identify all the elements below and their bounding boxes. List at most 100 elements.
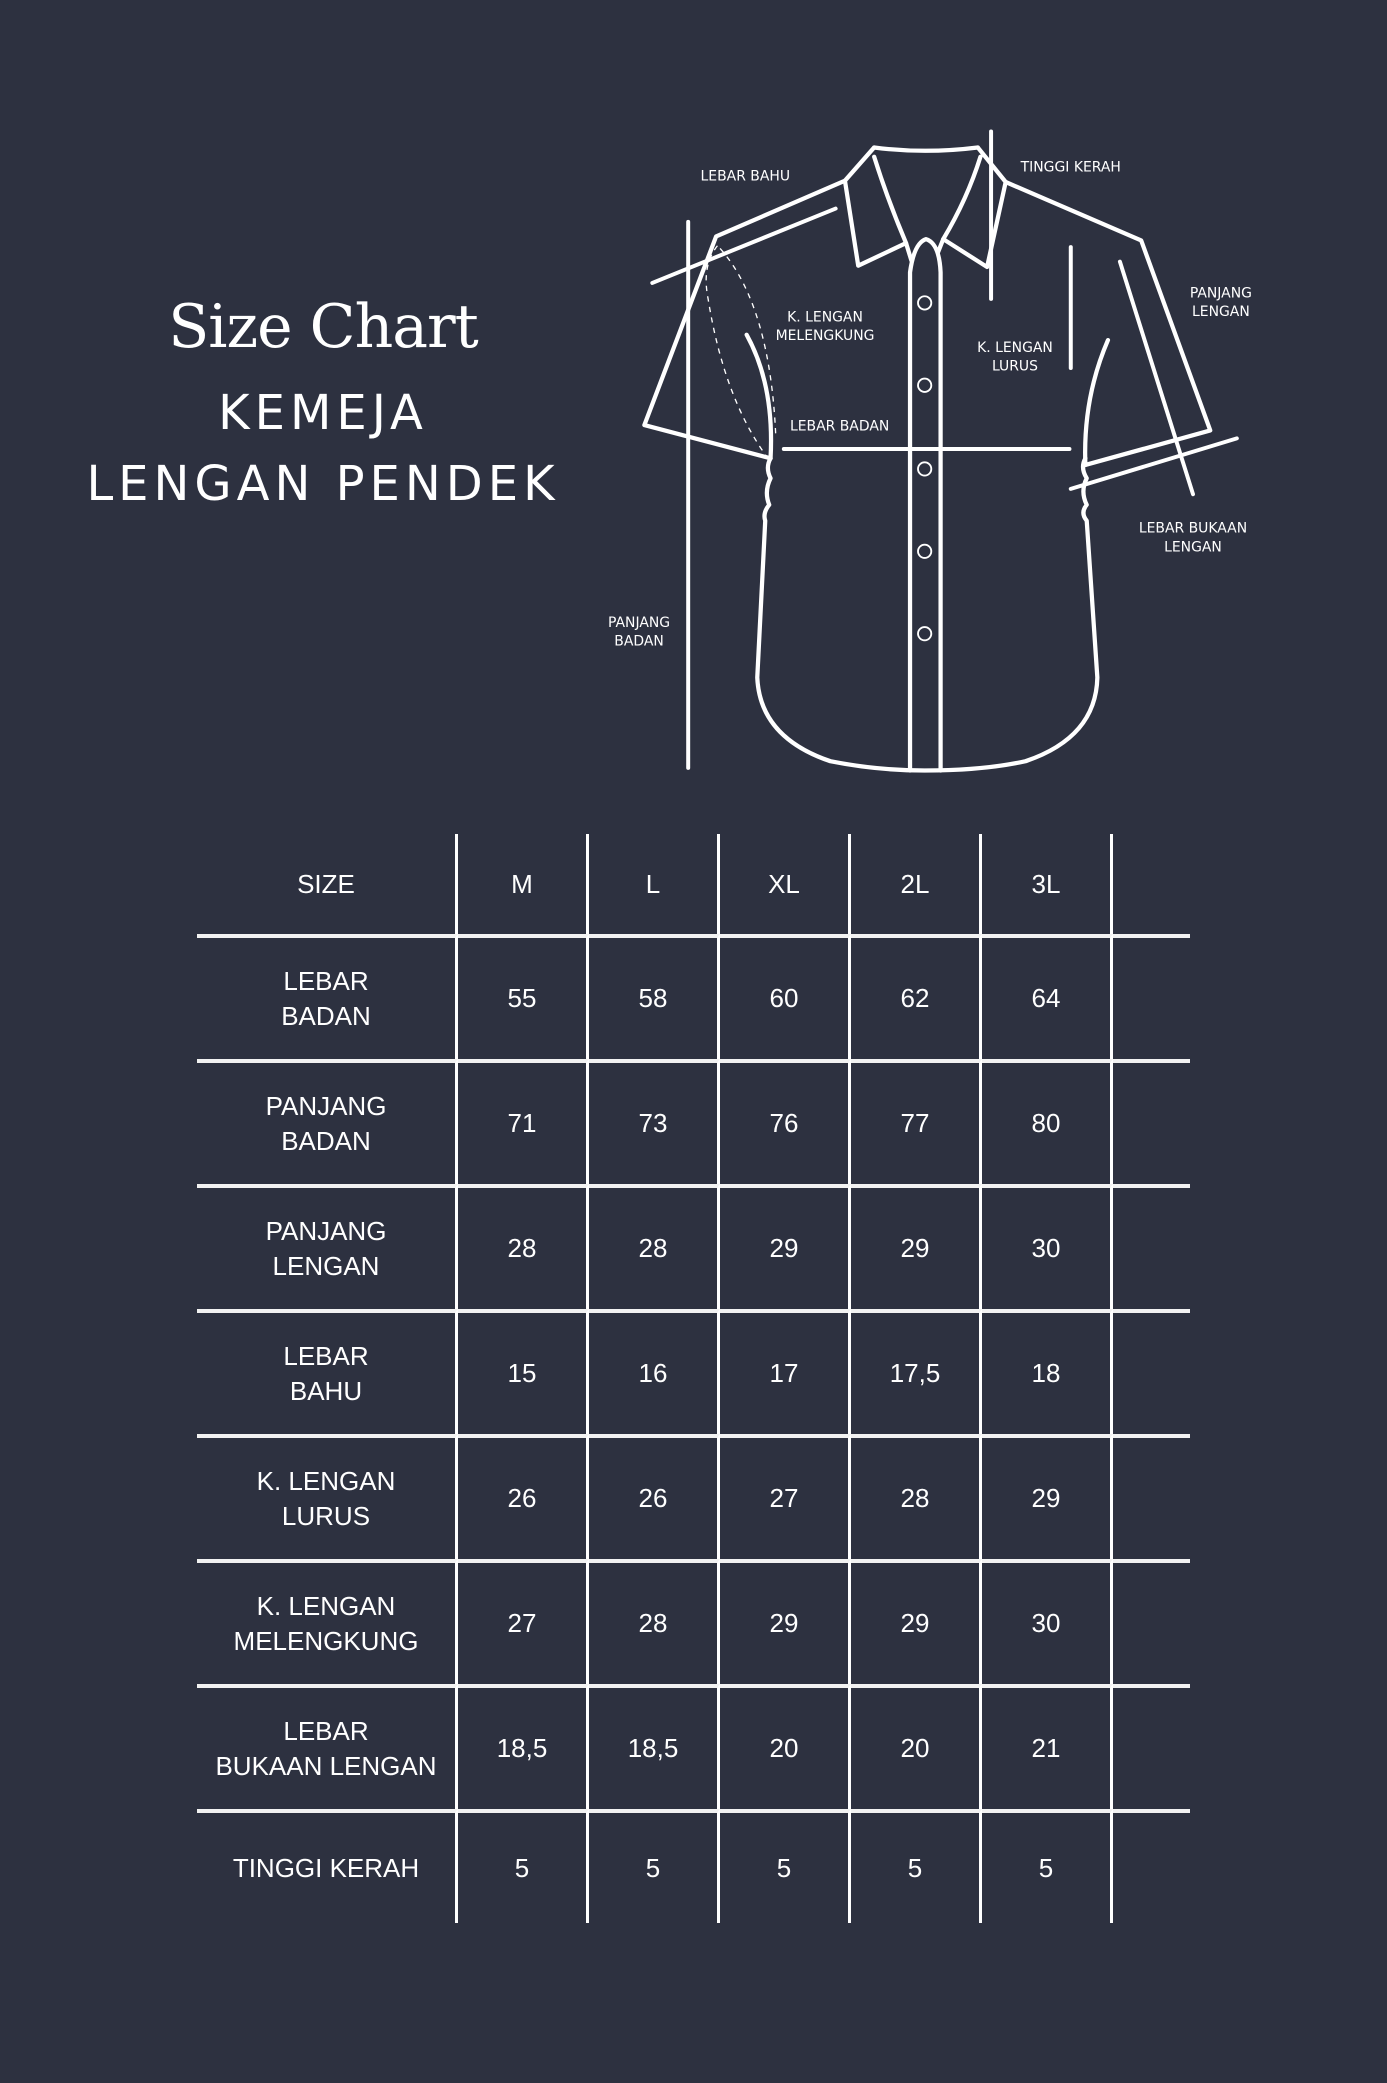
label-lebar-bukaan-lengan-1: LEBAR BUKAAN <box>1139 521 1247 537</box>
cell-value: 76 <box>720 1059 851 1184</box>
empty-cell <box>1113 1684 1190 1809</box>
header-size-l: L <box>589 834 720 934</box>
cell-value: 64 <box>982 934 1113 1059</box>
empty-cell <box>1113 1434 1190 1559</box>
label-tinggi-kerah: TINGGI KERAH <box>1020 159 1121 175</box>
label-k-lengan-melengkung-1: K. LENGAN <box>787 309 863 325</box>
table-header-row: SIZE M L XL 2L 3L <box>197 834 1192 934</box>
label-lebar-bukaan-lengan-2: LENGAN <box>1164 539 1222 555</box>
cell-value: 18 <box>982 1309 1113 1434</box>
cell-value: 26 <box>458 1434 589 1559</box>
cell-value: 15 <box>458 1309 589 1434</box>
cell-value: 17,5 <box>851 1309 982 1434</box>
button-icon <box>917 295 933 311</box>
button-icon <box>917 626 933 642</box>
cell-value: 29 <box>982 1434 1113 1559</box>
label-panjang-badan-2: BADAN <box>614 634 664 650</box>
cell-value: 77 <box>851 1059 982 1184</box>
header-size-3l: 3L <box>982 834 1113 934</box>
cell-value: 28 <box>458 1184 589 1309</box>
cell-value: 20 <box>851 1684 982 1809</box>
row-label: LEBAR BUKAAN LENGAN <box>197 1684 458 1809</box>
header-size: SIZE <box>197 834 458 934</box>
button-icon <box>917 461 933 477</box>
cell-value: 26 <box>589 1434 720 1559</box>
table-row: PANJANG LENGAN 28 28 29 29 30 <box>197 1184 1192 1309</box>
cell-value: 73 <box>589 1059 720 1184</box>
title-kemeja: KEMEJA <box>218 385 428 441</box>
cell-value: 5 <box>851 1809 982 1923</box>
label-k-lengan-lurus-2: LURUS <box>992 359 1038 375</box>
table-row: LEBAR BAHU 15 16 17 17,5 18 <box>197 1309 1192 1434</box>
label-k-lengan-melengkung-2: MELENGKUNG <box>776 328 875 344</box>
label-panjang-badan-1: PANJANG <box>608 615 670 631</box>
cell-value: 21 <box>982 1684 1113 1809</box>
cell-value: 5 <box>720 1809 851 1923</box>
row-label: PANJANG LENGAN <box>197 1184 458 1309</box>
curved-sleeve-dashed-line <box>705 245 777 459</box>
cell-value: 62 <box>851 934 982 1059</box>
cell-value: 80 <box>982 1059 1113 1184</box>
cell-value: 29 <box>851 1559 982 1684</box>
button-icon <box>917 377 933 393</box>
header-size-m: M <box>458 834 589 934</box>
title-lengan-pendek: LENGAN PENDEK <box>86 456 560 512</box>
cell-value: 60 <box>720 934 851 1059</box>
lebar-bukaan-lengan-line <box>1068 436 1239 491</box>
empty-cell <box>1113 834 1190 934</box>
cell-value: 71 <box>458 1059 589 1184</box>
cell-value: 29 <box>720 1184 851 1309</box>
row-label: K. LENGAN MELENGKUNG <box>197 1559 458 1684</box>
cell-value: 16 <box>589 1309 720 1434</box>
cell-value: 29 <box>851 1184 982 1309</box>
cell-value: 5 <box>982 1809 1113 1923</box>
cell-value: 27 <box>720 1434 851 1559</box>
cell-value: 5 <box>458 1809 589 1923</box>
row-label: TINGGI KERAH <box>197 1809 458 1923</box>
cell-value: 30 <box>982 1559 1113 1684</box>
empty-cell <box>1113 1059 1190 1184</box>
empty-cell <box>1113 1809 1190 1923</box>
row-label: PANJANG BADAN <box>197 1059 458 1184</box>
row-label: K. LENGAN LURUS <box>197 1434 458 1559</box>
cell-value: 55 <box>458 934 589 1059</box>
cell-value: 27 <box>458 1559 589 1684</box>
empty-cell <box>1113 1559 1190 1684</box>
table-row: TINGGI KERAH 5 5 5 5 5 <box>197 1809 1192 1923</box>
size-table: SIZE M L XL 2L 3L LEBAR BADAN 55 58 60 62 64 PANJANG… <box>197 834 1192 1923</box>
header-size-2l: 2L <box>851 834 982 934</box>
measurement-lines <box>650 129 1239 770</box>
shirt-outline-icon <box>642 145 1213 773</box>
cell-value: 18,5 <box>458 1684 589 1809</box>
label-panjang-lengan-2: LENGAN <box>1192 304 1250 320</box>
lebar-bahu-line <box>650 206 838 285</box>
table-row: PANJANG BADAN 71 73 76 77 80 <box>197 1059 1192 1184</box>
button-icon <box>917 543 933 559</box>
label-lebar-bahu: LEBAR BAHU <box>701 169 791 185</box>
label-panjang-lengan-1: PANJANG <box>1190 286 1252 302</box>
table-row: K. LENGAN LURUS 26 26 27 28 29 <box>197 1434 1192 1559</box>
cell-value: 30 <box>982 1184 1113 1309</box>
cell-value: 20 <box>720 1684 851 1809</box>
row-label: LEBAR BAHU <box>197 1309 458 1434</box>
panjang-lengan-line <box>1117 259 1195 497</box>
empty-cell <box>1113 1184 1190 1309</box>
table-row: LEBAR BADAN 55 58 60 62 64 <box>197 934 1192 1059</box>
table-row: LEBAR BUKAAN LENGAN 18,5 18,5 20 20 21 <box>197 1684 1192 1809</box>
title-size-chart: Size Chart <box>168 292 479 362</box>
empty-cell <box>1113 1309 1190 1434</box>
cell-value: 29 <box>720 1559 851 1684</box>
header-size-xl: XL <box>720 834 851 934</box>
table-row: K. LENGAN MELENGKUNG 27 28 29 29 30 <box>197 1559 1192 1684</box>
cell-value: 58 <box>589 934 720 1059</box>
label-lebar-badan: LEBAR BADAN <box>790 418 889 434</box>
cell-value: 5 <box>589 1809 720 1923</box>
cell-value: 17 <box>720 1309 851 1434</box>
cell-value: 28 <box>589 1184 720 1309</box>
cell-value: 28 <box>589 1559 720 1684</box>
cell-value: 28 <box>851 1434 982 1559</box>
empty-cell <box>1113 934 1190 1059</box>
row-label: LEBAR BADAN <box>197 934 458 1059</box>
buttons <box>917 295 933 642</box>
